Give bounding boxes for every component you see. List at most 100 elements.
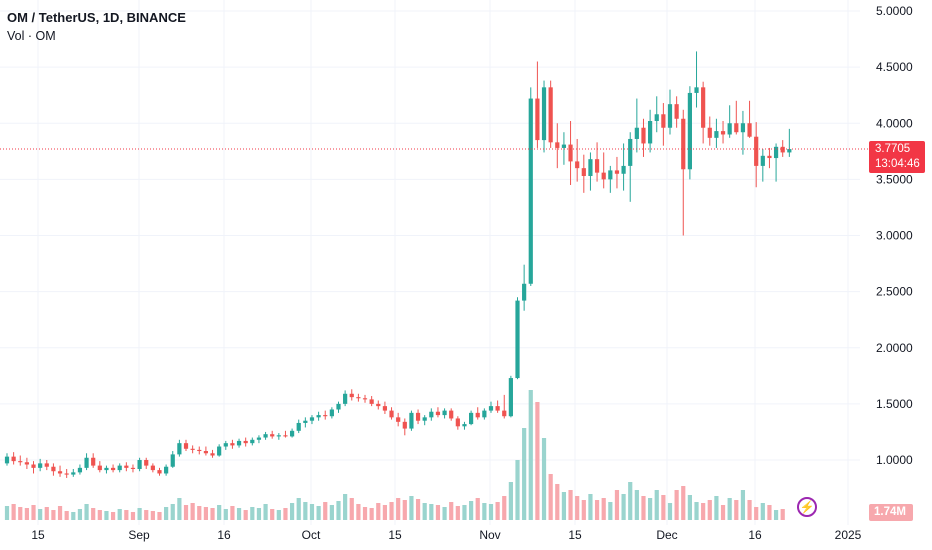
time-tick-label: Oct [302, 528, 321, 542]
volume-bar [91, 508, 96, 520]
time-tick-label: Dec [656, 528, 677, 542]
candle-body [57, 471, 63, 474]
candle-body [780, 146, 785, 153]
candle-body [329, 409, 334, 417]
candle-body [323, 415, 328, 417]
candle-body [667, 104, 673, 128]
candle-body [104, 467, 109, 471]
last-price-value: 3.7705 [875, 143, 911, 155]
candle-body [349, 393, 354, 398]
volume-bar [197, 506, 202, 520]
candle-body [621, 165, 626, 174]
volume-bar [250, 507, 255, 520]
candle-body [415, 412, 421, 421]
volume-bar [409, 496, 414, 520]
price-tick-label: 5.0000 [876, 4, 913, 18]
volume-bar [270, 509, 275, 520]
volume-bar [449, 502, 454, 520]
volume-bar [754, 507, 759, 520]
volume-bar [236, 508, 242, 520]
volume-bar [548, 474, 553, 520]
volume-bar [11, 504, 16, 520]
volume-bar [77, 509, 83, 520]
volume-bar [303, 502, 308, 520]
candle-body [687, 92, 692, 170]
volume-label[interactable]: Vol · OM [7, 29, 56, 43]
volume-bar [442, 507, 447, 520]
candle-body [11, 456, 16, 462]
candle-body [601, 172, 606, 180]
candle-body [535, 98, 540, 141]
last-price-badge: 3.7705 13:04:46 [869, 141, 925, 173]
candle-body [243, 440, 248, 444]
price-tick-label: 3.5000 [876, 172, 913, 186]
volume-bar [356, 504, 361, 520]
volume-bar [488, 504, 494, 520]
candle-body [64, 473, 69, 475]
volume-bar [57, 506, 63, 520]
volume-bar [475, 498, 480, 520]
candle-body [124, 465, 129, 468]
volume-bar [701, 503, 706, 520]
volume-bar [24, 508, 29, 520]
candle-body [336, 403, 341, 410]
volume-bar [110, 512, 116, 520]
candle-body [369, 399, 374, 404]
candle-body [38, 463, 43, 468]
volume-bar [687, 495, 692, 520]
volume-bar [773, 510, 779, 520]
volume-bar [614, 490, 620, 520]
candle-body [396, 417, 401, 422]
candle-body [422, 417, 427, 421]
volume-bar [429, 504, 434, 520]
volume-bar [203, 507, 208, 520]
volume-bar [382, 505, 388, 520]
candle-body [51, 466, 56, 472]
volume-bar [455, 506, 460, 520]
candle-body [740, 123, 746, 133]
volume-bar [217, 505, 222, 520]
candle-body [548, 87, 553, 143]
volume-bar [522, 428, 527, 520]
candle-body [197, 449, 202, 452]
lightning-icon[interactable]: ⚡ [797, 497, 817, 517]
time-axis[interactable]: 15 Sep 16 Oct 15 Nov 15 Dec 16 2025 [31, 528, 861, 542]
candle-body [734, 123, 739, 133]
volume-bar [144, 510, 149, 520]
candle-body [442, 410, 447, 416]
candle-body [661, 114, 666, 128]
price-tick-label: 4.0000 [876, 116, 913, 130]
candle-series [4, 51, 792, 478]
volume-bar [124, 510, 129, 520]
candle-body [150, 465, 155, 471]
volume-bar [18, 507, 23, 520]
volume-bar [528, 390, 533, 520]
candle-body [747, 123, 752, 137]
symbol-title[interactable]: OM / TetherUS, 1D, BINANCE [7, 10, 186, 25]
time-tick-label: 16 [748, 528, 762, 542]
volume-bar [535, 402, 540, 520]
candle-body [541, 87, 547, 141]
bar-countdown: 13:04:46 [875, 158, 920, 170]
candle-body [402, 421, 407, 429]
volume-bar [396, 498, 401, 520]
time-tick-label: 16 [217, 528, 231, 542]
price-axis[interactable]: 5.0000 4.5000 4.0000 3.5000 3.0000 2.5000 2.00… [876, 4, 913, 467]
candle-body [283, 435, 288, 437]
candle-body [230, 443, 235, 446]
candle-body [263, 434, 268, 438]
candle-body [641, 127, 646, 144]
volume-bar [97, 510, 102, 520]
volume-bar [435, 505, 441, 520]
candle-body [84, 457, 89, 468]
volume-bar [469, 501, 474, 520]
volume-bar [482, 503, 487, 520]
volume-bar [183, 505, 189, 520]
volume-bar [462, 505, 467, 520]
candle-body [91, 457, 96, 466]
candle-body [588, 159, 593, 177]
candle-body [429, 411, 434, 418]
candle-body [628, 138, 633, 166]
volume-bar [780, 509, 785, 520]
